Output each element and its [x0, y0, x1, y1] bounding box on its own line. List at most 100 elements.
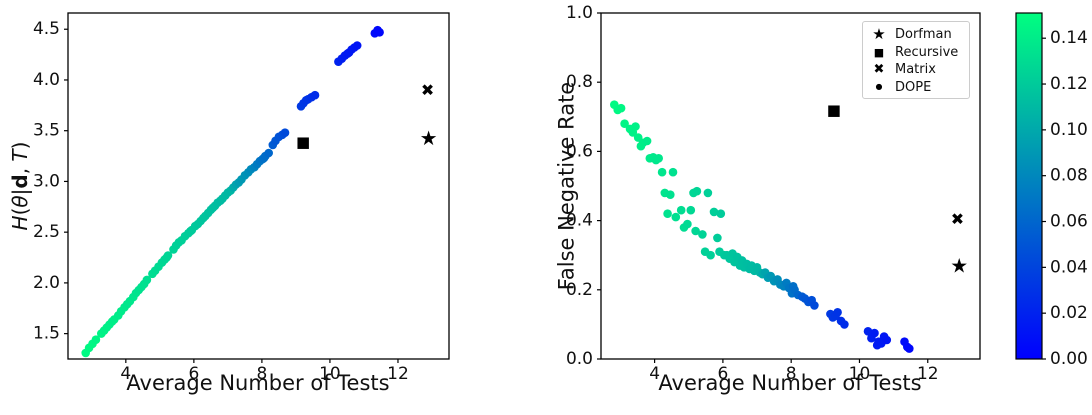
- dope-point: [810, 301, 819, 310]
- legend-label: DOPE: [895, 79, 932, 95]
- y-tick-label: 4.5: [33, 19, 60, 39]
- dope-point: [642, 136, 652, 146]
- dope-point: [163, 251, 173, 260]
- dope-point: [716, 209, 726, 218]
- dope-point: [352, 41, 362, 50]
- dope-point: [671, 212, 681, 222]
- ylabel-segment: ,: [8, 161, 32, 175]
- y-tick-label: 1.0: [566, 3, 593, 23]
- legend-item-dorfman: ★ Dorfman: [863, 26, 969, 44]
- ylabel-segment: H: [8, 215, 32, 231]
- legend-item-dope: ● DOPE: [863, 79, 969, 97]
- dope-point: [905, 344, 914, 353]
- recursive-marker: ■: [827, 101, 841, 119]
- ylabel-segment: |: [8, 188, 32, 196]
- ylabel-segment: T: [8, 149, 32, 162]
- dope-point: [833, 308, 842, 317]
- colorbar-tick-label: 0.04: [1050, 257, 1088, 277]
- x-tick-label: 4: [120, 364, 131, 384]
- matrix-marker: ✖: [951, 209, 964, 228]
- axes-spines: [600, 12, 981, 360]
- dope-point: [676, 205, 686, 215]
- left-xaxis-title: Average Number of Tests: [126, 371, 390, 395]
- colorbar-tick-label: 0.10: [1050, 120, 1088, 140]
- y-tick-label: 2.0: [33, 273, 60, 293]
- dope-point: [686, 205, 696, 215]
- right-yaxis-title: False Negative Rate: [554, 81, 579, 291]
- dope-point: [882, 335, 892, 345]
- legend-item-recursive: ■ Recursive: [863, 44, 969, 62]
- colorbar-tick-label: 0.08: [1050, 166, 1088, 186]
- colorbar: 0.00 0.02 0.04 0.06 0.08 0.10 0.12 0.14: [1015, 12, 1088, 369]
- y-tick-label: 0.4: [566, 211, 593, 231]
- dot-icon: ●: [875, 82, 883, 92]
- x-tick-label: 6: [717, 364, 728, 384]
- legend-item-matrix: ✖ Matrix: [863, 61, 969, 79]
- y-tick-label: 0.6: [566, 141, 593, 161]
- dope-point: [616, 103, 626, 113]
- matrix-marker: ✖: [421, 81, 434, 100]
- ylabel-segment: (: [8, 207, 32, 216]
- dope-point: [142, 275, 152, 285]
- colorbar-tick-label: 0.02: [1050, 303, 1088, 323]
- recursive-marker: ■: [296, 133, 310, 151]
- ylabel-segment: d: [8, 174, 32, 189]
- dope-point: [264, 148, 274, 158]
- dope-point: [654, 154, 663, 163]
- x-tick-label: 12: [917, 364, 939, 384]
- dope-point: [691, 226, 700, 236]
- left-axes: 4 6 8 10 12 1.5 2.0 2.5 3.0 3.5 4.0 4.5 ★ ■ ✖: [33, 12, 450, 384]
- ylabel-segment: θ: [8, 195, 32, 208]
- x-tick-label: 12: [387, 364, 409, 384]
- dorfman-marker: ★: [950, 254, 968, 278]
- colorbar-tick-label: 0.12: [1050, 74, 1088, 94]
- x-tick-label: 8: [256, 364, 267, 384]
- dorfman-marker: ★: [420, 126, 438, 150]
- dope-point: [692, 186, 702, 196]
- y-tick-label: 0.8: [566, 72, 593, 92]
- dope-point: [709, 207, 719, 217]
- x-tick-label: 10: [849, 364, 871, 384]
- square-icon: ■: [873, 45, 885, 59]
- y-tick-label: 3.5: [33, 121, 60, 141]
- y-tick-label: 0.2: [566, 280, 593, 300]
- dope-point: [375, 28, 384, 37]
- dope-point: [870, 328, 879, 338]
- x-tick-label: 10: [319, 364, 341, 384]
- y-tick-label: 3.0: [33, 171, 60, 191]
- dope-point: [840, 320, 849, 329]
- colorbar-tick-label: 0.00: [1050, 349, 1088, 369]
- legend-box: ★ Dorfman ■ Recursive ✖ Matrix ● DOPE: [862, 21, 970, 99]
- dope-point: [666, 190, 675, 199]
- dope-point: [706, 250, 715, 260]
- dope-point: [310, 90, 320, 100]
- star-icon: ★: [872, 25, 886, 44]
- x-tick-label: 8: [786, 364, 797, 384]
- right-axes: 4 6 8 10 120.00.20.40.60.81.0★■✖: [566, 3, 981, 384]
- y-tick-label: 1.5: [33, 324, 60, 344]
- dope-point: [703, 188, 713, 198]
- y-tick-label: 4.0: [33, 70, 60, 90]
- left-yaxis-title: H(θ|d, T): [8, 116, 32, 256]
- x-tick-label: 6: [188, 364, 199, 384]
- dope-point: [683, 219, 692, 229]
- dope-point: [713, 233, 722, 243]
- x-tick-label: 4: [649, 364, 660, 384]
- dope-point: [657, 167, 667, 177]
- x-marker-icon: ✖: [873, 62, 885, 78]
- y-tick-label: 2.5: [33, 222, 60, 242]
- dope-point: [698, 230, 707, 239]
- right-xaxis-title: Average Number of Tests: [658, 371, 922, 395]
- colorbar-tick-label: 0.14: [1050, 28, 1088, 48]
- axes-spines: [67, 12, 450, 360]
- y-tick-label: 0.0: [566, 349, 593, 369]
- dope-point: [663, 209, 672, 218]
- dope-point: [620, 119, 629, 128]
- colorbar-gradient: [1015, 12, 1043, 360]
- dope-point: [668, 167, 678, 177]
- dope-point: [631, 122, 640, 131]
- legend-label: Matrix: [895, 62, 936, 78]
- dope-point: [91, 335, 101, 345]
